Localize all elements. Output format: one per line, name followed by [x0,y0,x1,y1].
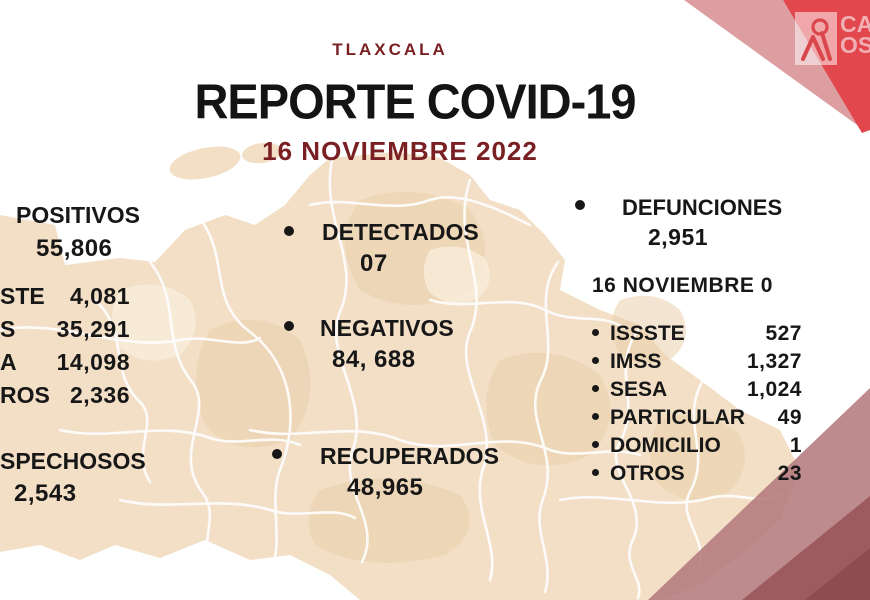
bullet-icon [592,413,599,420]
report-date: 16 NOVIEMBRE 2022 [262,136,538,166]
page-title: REPORTE COVID-19 [194,73,636,130]
row-value: 23 [777,462,802,485]
row-value: 1,024 [746,378,802,401]
row-value: 35,291 [56,316,130,342]
sospechosos-value: 2,543 [14,480,77,507]
breakdown-row: ISSSTE 527 [590,322,802,345]
logo-text-line1: CA [840,11,870,37]
row-label: IMSS [610,350,662,373]
row-value: 14,098 [56,349,130,375]
logo-text-line2: OS [840,32,870,58]
row-value: 1 [789,434,802,457]
bullet-icon [592,385,599,392]
region-title: TLAXCALA [332,40,448,59]
news-logo [795,12,837,65]
breakdown-row: OTROS 23 [590,462,802,485]
defunciones-label: DEFUNCIONES [622,195,783,220]
row-value: 4,081 [69,283,130,309]
sospechosos-label: SPECHOSOS [0,448,146,474]
row-value: 1,327 [746,350,802,373]
negativos-value: 84, 688 [332,346,416,373]
map-lobe [242,142,282,164]
compass-figure-icon [801,18,832,61]
bullet-icon [272,449,282,459]
bullet-icon [592,441,599,448]
row-label: S [0,316,16,342]
corner-pink-wedge [684,0,864,130]
breakdown-row: SESA 1,024 [590,378,802,401]
row-value: 527 [765,322,802,345]
bullet-icon [592,329,599,336]
bullet-icon [284,321,294,331]
row-label: DOMICILIO [610,434,721,457]
row-label: ROS [0,382,50,408]
corner-rose-darker [805,548,870,600]
row-label: STE [0,283,45,309]
row-label: ISSSTE [610,322,685,345]
defunciones-subheading: 16 NOVIEMBRE 0 [592,274,773,297]
row-value: 49 [777,406,802,429]
map-lobe [169,146,241,180]
breakdown-row: IMSS 1,327 [590,350,802,373]
breakdown-row: DOMICILIO 1 [590,434,802,457]
news-logo-text: CA OS [840,11,870,58]
bullet-icon [575,200,585,210]
defunciones-value: 2,951 [648,224,709,250]
recuperados-value: 48,965 [347,474,424,501]
breakdown-row: PARTICULAR 49 [590,406,802,429]
row-label: OTROS [610,462,685,485]
row-label: PARTICULAR [610,406,745,429]
row-label: A [0,349,17,375]
map-borders [0,158,782,600]
bullet-icon [592,357,599,364]
bullet-icon [284,226,294,236]
row-label: SESA [610,378,668,401]
bullet-icon [592,469,599,476]
detectados-label: DETECTADOS [322,219,479,245]
row-value: 2,336 [69,382,130,408]
positivos-label: POSITIVOS [16,202,140,228]
negativos-label: NEGATIVOS [320,315,454,341]
recuperados-label: RECUPERADOS [320,443,499,469]
detectados-value: 07 [360,250,388,277]
positivos-value: 55,806 [36,235,113,262]
